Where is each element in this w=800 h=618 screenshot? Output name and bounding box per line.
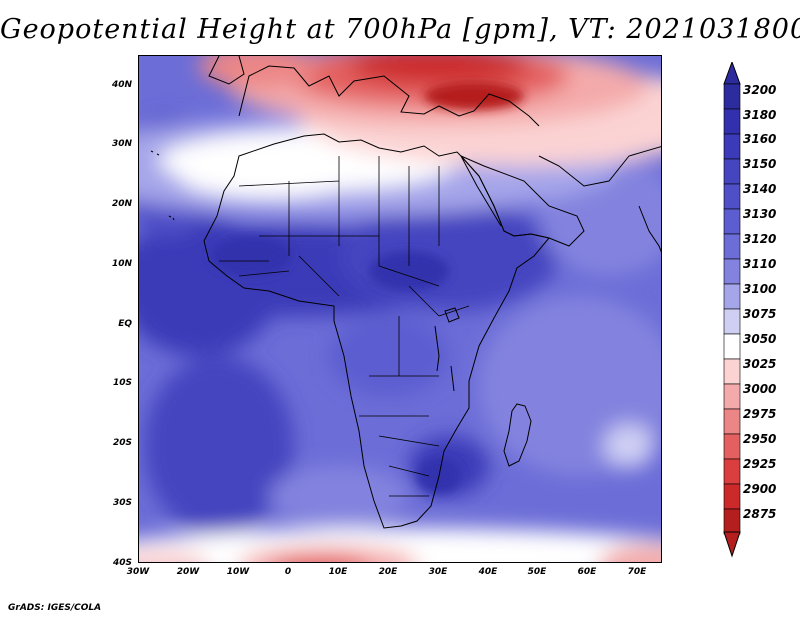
legend-label-3140: 3140 — [743, 182, 777, 196]
lon-label-10e: 10E — [328, 567, 348, 577]
iberia-coastline — [208, 56, 245, 85]
lat-label-40n: 40N — [111, 80, 132, 90]
legend-label-2975: 2975 — [743, 407, 777, 421]
lon-label-60e: 60E — [577, 567, 597, 577]
legend-label-3025: 3025 — [743, 357, 777, 371]
height-field-map — [139, 56, 661, 562]
lon-label-50e: 50E — [527, 567, 547, 577]
colorbar-cell — [723, 233, 741, 260]
colorbar-cell — [723, 83, 741, 110]
colorbar-cell — [723, 258, 741, 285]
arabia-coastline — [460, 155, 585, 247]
madagascar-coastline — [503, 403, 532, 467]
colorbar-cell — [723, 333, 741, 360]
lon-label-70e: 70E — [627, 567, 647, 577]
colorbar-top-arrow — [723, 62, 741, 85]
colorbar-cell — [723, 308, 741, 335]
lon-label-20e: 20E — [378, 567, 398, 577]
lake-victoria — [444, 307, 460, 323]
legend-label-3200: 3200 — [743, 83, 777, 97]
colorbar-cell — [723, 158, 741, 185]
lat-label-30s: 30S — [112, 498, 132, 508]
colorbar-cells — [723, 83, 741, 535]
colorbar-cell — [723, 433, 741, 460]
lat-label-40s: 40S — [112, 558, 132, 568]
grads-credit: GrADS: IGES/COLA — [8, 603, 102, 613]
lon-label-40e: 40E — [478, 567, 498, 577]
lon-label-0: 0 — [284, 567, 292, 577]
lat-label-10n: 10N — [111, 259, 132, 269]
legend-label-3000: 3000 — [743, 382, 777, 396]
lon-label-30e: 30E — [428, 567, 448, 577]
colorbar-cell — [723, 133, 741, 160]
legend-label-3050: 3050 — [743, 332, 777, 346]
colorbar-cell — [723, 358, 741, 385]
colorbar-cell — [723, 208, 741, 235]
lon-label-10w: 10W — [226, 567, 250, 577]
colorbar-cell — [723, 458, 741, 485]
legend-label-3110: 3110 — [743, 257, 777, 271]
persian-gulf-coast — [538, 146, 661, 187]
legend-label-3120: 3120 — [743, 232, 777, 246]
colorbar-cell — [723, 483, 741, 510]
colorbar-cell — [723, 383, 741, 410]
lon-label-20w: 20W — [176, 567, 200, 577]
colorbar-cell — [723, 408, 741, 435]
lat-label-10s: 10S — [112, 378, 132, 388]
lake-malawi — [450, 365, 455, 392]
legend-label-2925: 2925 — [743, 457, 777, 471]
colorbar — [723, 62, 741, 558]
india-coast — [638, 205, 661, 253]
legend-label-3075: 3075 — [743, 307, 777, 321]
map-panel — [138, 55, 662, 563]
red-sea-coast — [460, 155, 502, 227]
lat-label-20s: 20S — [112, 438, 132, 448]
colorbar-cell — [723, 283, 741, 310]
legend-label-2875: 2875 — [743, 507, 777, 521]
legend-label-3180: 3180 — [743, 108, 777, 122]
atlantic-islands — [150, 150, 175, 221]
legend-label-3130: 3130 — [743, 207, 777, 221]
europe-coastline — [238, 65, 540, 127]
country-borders — [219, 156, 470, 497]
lat-label-eq: EQ — [118, 319, 132, 329]
africa-coastline — [203, 133, 550, 529]
lat-label-20n: 20N — [111, 199, 132, 209]
legend-label-2950: 2950 — [743, 432, 777, 446]
lon-label-30w: 30W — [126, 567, 150, 577]
colorbar-cell — [723, 508, 741, 535]
legend-label-3160: 3160 — [743, 132, 777, 146]
legend-label-3100: 3100 — [743, 282, 777, 296]
colorbar-cell — [723, 183, 741, 210]
map-title: Geopotential Height at 700hPa [gpm], VT:… — [0, 14, 800, 45]
coastlines — [150, 56, 661, 529]
colorbar-bottom-arrow — [723, 531, 741, 558]
colorbar-cell — [723, 108, 741, 135]
lake-tanganyika — [434, 325, 440, 372]
lat-label-30n: 30N — [111, 139, 132, 149]
legend-label-2900: 2900 — [743, 482, 777, 496]
legend-label-3150: 3150 — [743, 157, 777, 171]
